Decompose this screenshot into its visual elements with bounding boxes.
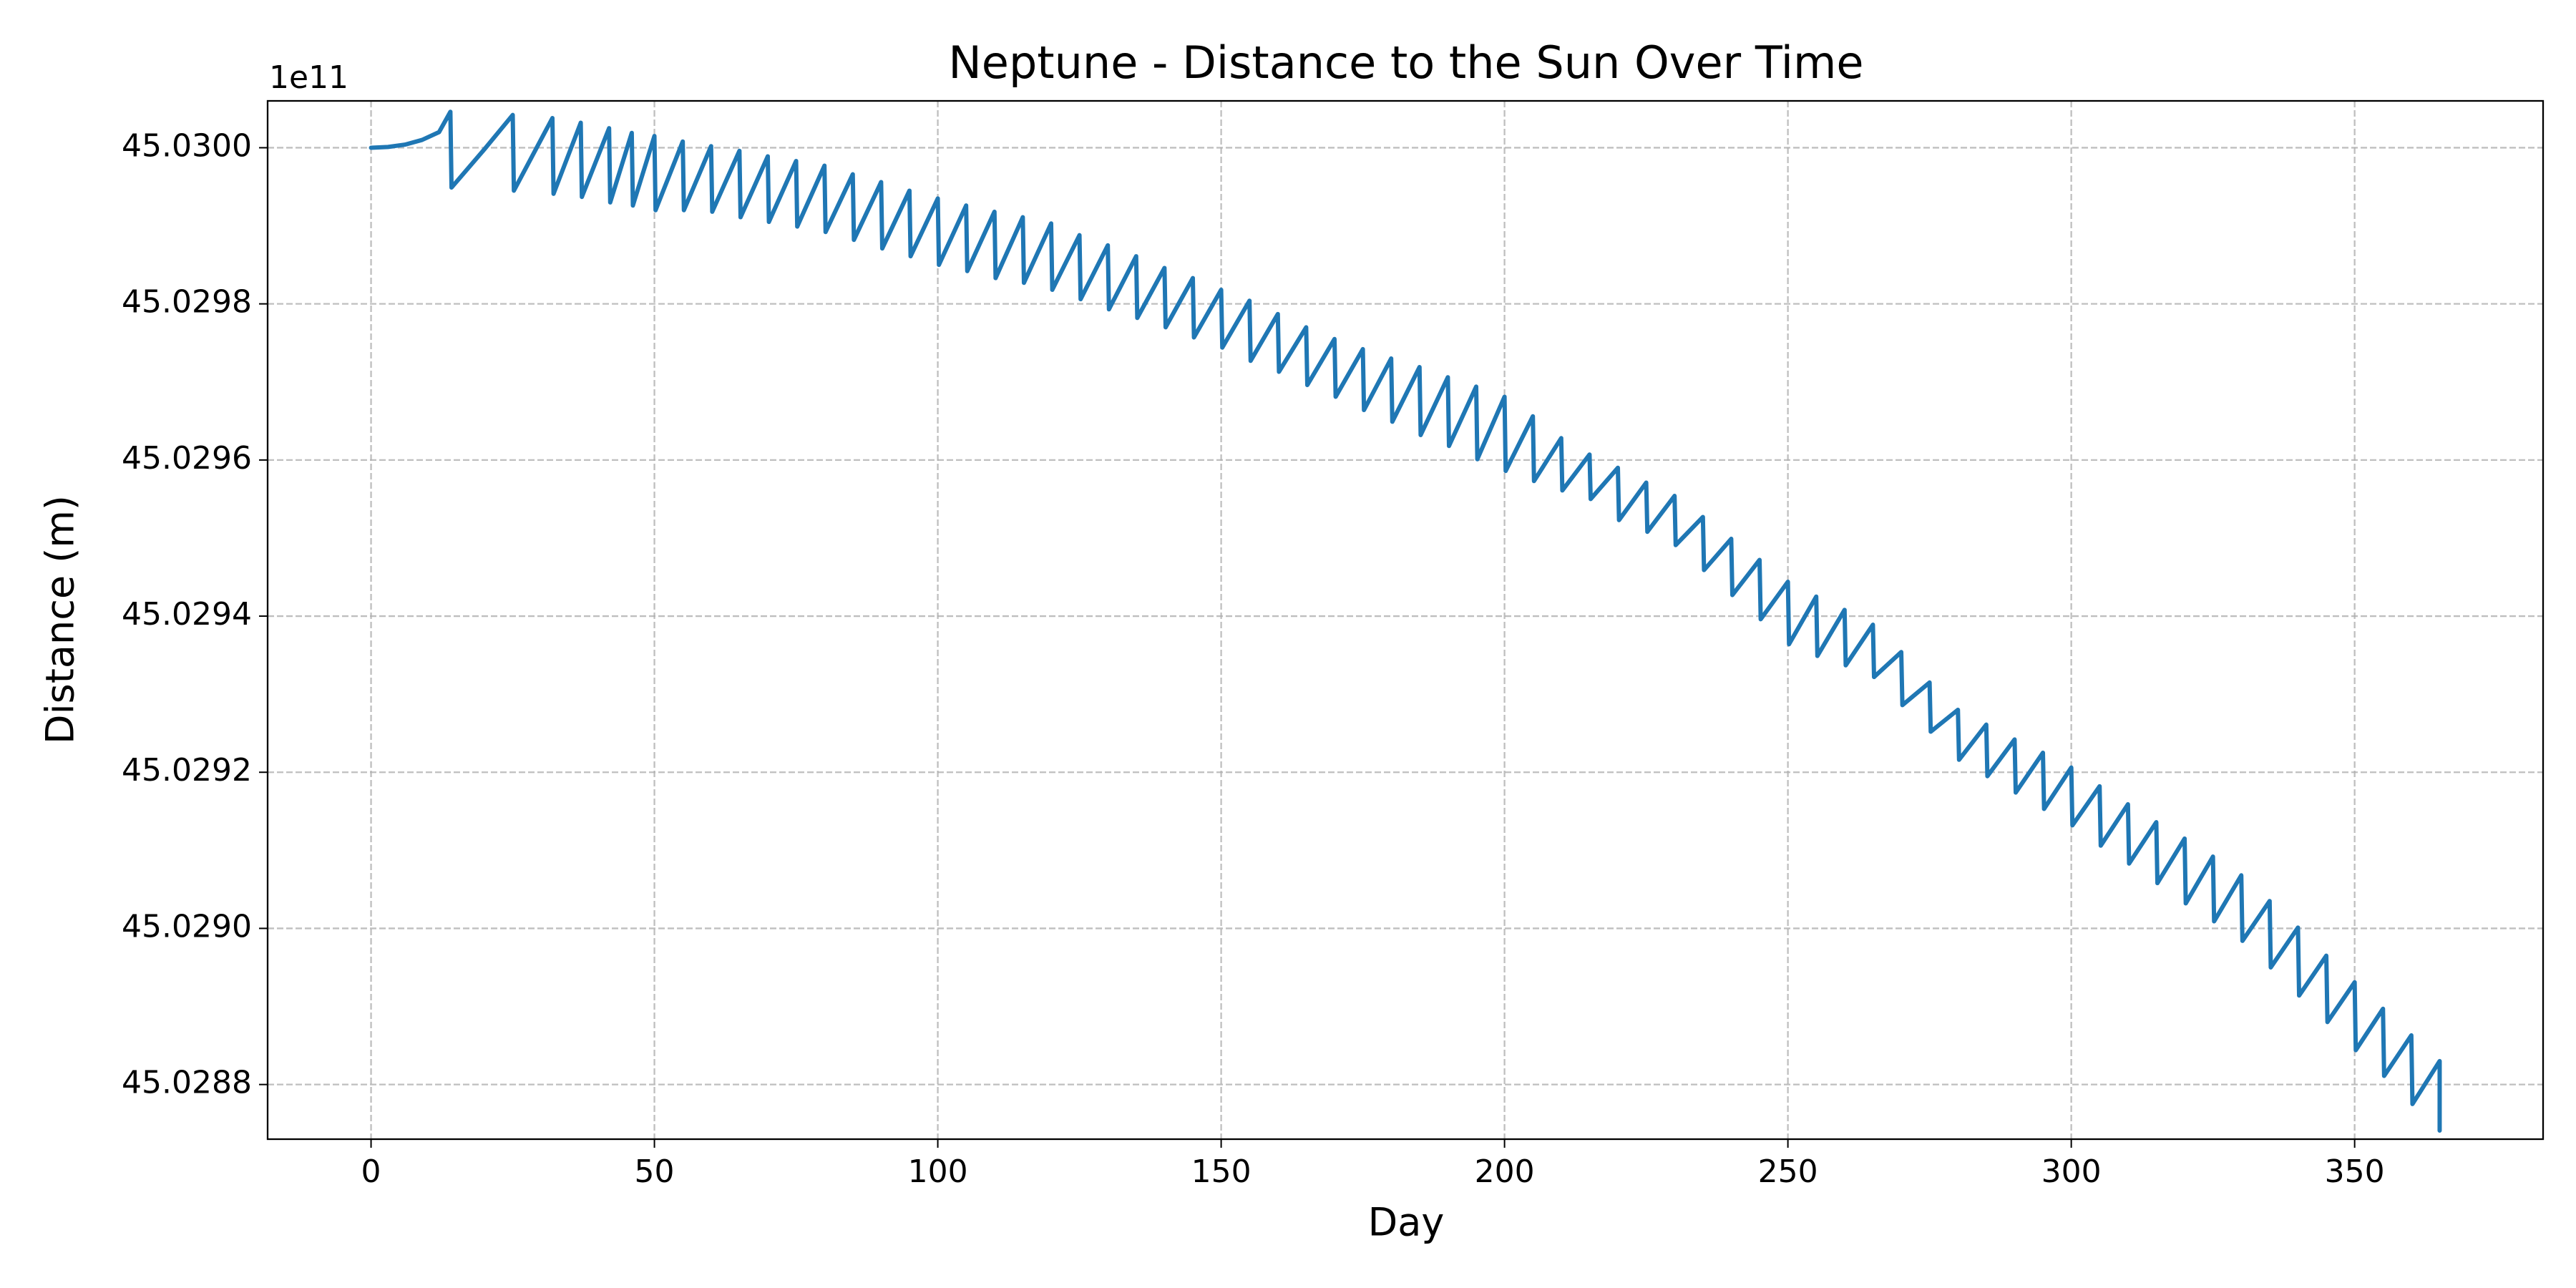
y-tick-label: 45.0298 (122, 284, 252, 321)
y-axis-label: Distance (m) (38, 495, 83, 744)
x-tick-label: 350 (2325, 1153, 2385, 1190)
y-tick-label: 45.0290 (122, 908, 252, 945)
data-line (369, 109, 2442, 1133)
x-tick-label: 150 (1191, 1153, 1252, 1190)
x-tick-label: 250 (1758, 1153, 1818, 1190)
x-tick-label: 200 (1475, 1153, 1535, 1190)
plot-frame (266, 99, 2545, 1141)
chart-title: Neptune - Distance to the Sun Over Time (948, 36, 1863, 89)
y-tick-label: 45.0296 (122, 440, 252, 477)
x-tick-label: 0 (361, 1153, 381, 1190)
x-axis-label: Day (1368, 1200, 1445, 1245)
y-tick-label: 45.0288 (122, 1065, 252, 1101)
y-tick-label: 45.0292 (122, 752, 252, 789)
x-tick-label: 100 (908, 1153, 968, 1190)
x-tick-label: 50 (635, 1153, 675, 1190)
y-tick-label: 45.0294 (122, 596, 252, 633)
y-tick-label: 45.0300 (122, 127, 252, 164)
x-tick-label: 300 (2041, 1153, 2102, 1190)
offset-label: 1e11 (269, 59, 348, 96)
